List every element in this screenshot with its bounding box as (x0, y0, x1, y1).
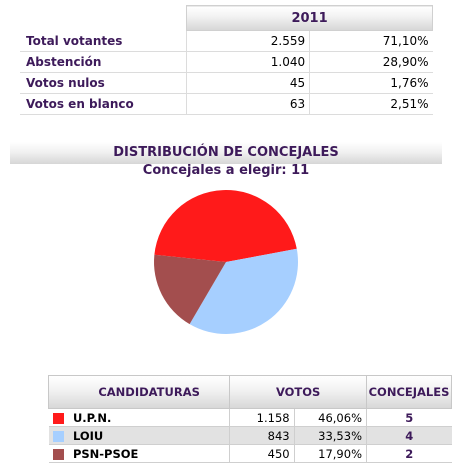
party-votes: 843 (229, 426, 295, 445)
table-row: Total votantes 2.559 71,10% (20, 30, 433, 52)
seats-pie-chart (154, 190, 298, 334)
party-seats: 2 (366, 444, 452, 463)
party-percent: 33,53% (293, 426, 367, 445)
pie-slice-loiu (189, 248, 298, 334)
header-concejales: CONCEJALES (366, 375, 452, 409)
row-count: 2.559 (186, 30, 310, 52)
table-row: Abstención 1.040 28,90% (20, 51, 433, 73)
party-seats: 5 (366, 408, 452, 427)
table-header-row: CANDIDATURAS VOTOS CONCEJALES (47, 375, 452, 409)
row-percent: 71,10% (309, 30, 433, 52)
pie-slice-u-p-n (154, 190, 297, 262)
candidates-table: CANDIDATURAS VOTOS CONCEJALES U.P.N. 1.1… (47, 375, 452, 463)
table-row: PSN-PSOE 450 17,90% 2 (48, 444, 452, 463)
row-label: Total votantes (20, 30, 187, 52)
row-count: 45 (186, 72, 310, 94)
party-votes: 1.158 (229, 408, 295, 427)
row-percent: 28,90% (309, 51, 433, 73)
row-count: 63 (186, 93, 310, 115)
party-color-swatch (53, 412, 65, 424)
table-row: U.P.N. 1.158 46,06% 5 (48, 408, 452, 427)
party-color-swatch (53, 448, 65, 460)
pie-slice-psn-psoe (154, 254, 226, 325)
distribution-title: DISTRIBUCIÓN DE CONCEJALES (10, 142, 442, 164)
year-header: 2011 (186, 5, 433, 31)
party-votes: 450 (229, 444, 295, 463)
party-percent: 17,90% (293, 444, 367, 463)
header-votos: VOTOS (229, 375, 367, 409)
party-name: LOIU (68, 426, 230, 445)
header-candidaturas: CANDIDATURAS (68, 375, 231, 409)
row-label: Votos en blanco (20, 93, 187, 115)
turnout-table: 2011 Total votantes 2.559 71,10% Abstenc… (20, 5, 433, 115)
table-row: Votos en blanco 63 2,51% (20, 93, 433, 115)
row-label: Abstención (20, 51, 187, 73)
party-seats: 4 (366, 426, 452, 445)
row-percent: 2,51% (309, 93, 433, 115)
party-name: PSN-PSOE (68, 444, 230, 463)
distribution-subtitle: Concejales a elegir: 11 (142, 163, 310, 178)
table-row: LOIU 843 33,53% 4 (48, 426, 452, 445)
party-name: U.P.N. (68, 408, 230, 427)
row-label: Votos nulos (20, 72, 187, 94)
table-row: Votos nulos 45 1,76% (20, 72, 433, 94)
party-color-swatch (53, 430, 65, 442)
row-count: 1.040 (186, 51, 310, 73)
row-percent: 1,76% (309, 72, 433, 94)
party-percent: 46,06% (293, 408, 367, 427)
